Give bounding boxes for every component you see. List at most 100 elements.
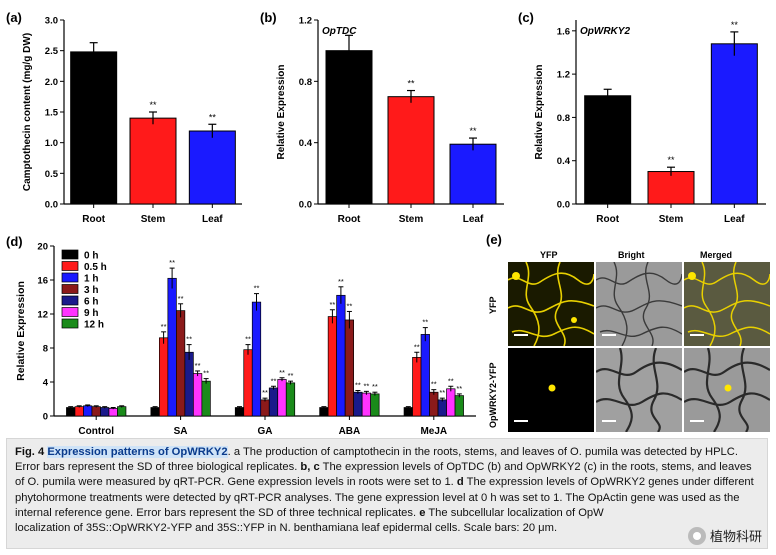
merged-cell-network	[684, 262, 770, 346]
x-tick-label: Stem	[399, 214, 424, 225]
legend-swatch	[61, 307, 79, 317]
significance-label: **	[279, 368, 285, 377]
bar-aba-1h	[336, 294, 346, 417]
micro-yfp-fluorescence	[508, 262, 594, 346]
y-tick-label: 0.0	[45, 200, 58, 211]
significance-label: **	[245, 335, 251, 344]
significance-label: **	[186, 335, 192, 344]
significance-label: **	[414, 342, 420, 351]
y-tick-label: 4	[43, 378, 49, 389]
caption-highlight-title: Expression patterns of OpWRKY2	[47, 446, 228, 458]
bar-sa-05h	[159, 337, 169, 417]
bar-meja-05h	[412, 356, 422, 417]
significance-label: **	[209, 112, 217, 122]
panel-a-chart: (a) 0.0 0.5 1.0 1.5 2.0 2.5 3.0 Camptothecin con…	[0, 0, 250, 232]
panel-label: (b)	[260, 10, 277, 25]
y-axis-label: Relative Expression	[276, 64, 287, 159]
significance-label: **	[422, 318, 428, 327]
scale-bar	[602, 420, 616, 422]
bar-meja-9h	[446, 388, 456, 417]
yfp-cell-network	[508, 262, 594, 346]
legend-swatch	[61, 261, 79, 271]
significance-label: **	[363, 381, 369, 390]
bar-ga-12h	[285, 382, 296, 417]
significance-label: **	[667, 155, 675, 165]
y-axis-label: Relative Expression	[534, 64, 545, 159]
significance-label: **	[448, 376, 454, 385]
bar-stem	[129, 117, 177, 205]
y-tick-label: 2.0	[45, 77, 58, 88]
y-axis-label: Relative Expression	[15, 281, 27, 381]
y-tick-label: 1.6	[557, 26, 570, 37]
micro-opwrky2-bright	[596, 348, 682, 432]
significance-label: **	[456, 384, 462, 393]
x-tick-label: SA	[174, 426, 188, 437]
bar-meja-6h	[437, 399, 447, 417]
y-tick-label: 3.0	[45, 16, 58, 27]
bright-cell-network	[596, 262, 682, 346]
bar-control-1h	[83, 405, 93, 417]
x-tick-label: MeJA	[420, 426, 447, 437]
x-tick-label: Root	[338, 214, 361, 225]
legend-label: 0.5 h	[84, 262, 107, 273]
panel-label: (a)	[6, 10, 22, 25]
legend-label: 6 h	[84, 297, 98, 308]
y-tick-label: 0	[43, 412, 48, 423]
y-tick-label: 1.2	[299, 16, 312, 27]
x-tick-label: ABA	[339, 426, 361, 437]
significance-label: **	[203, 369, 209, 378]
significance-label: **	[254, 284, 260, 293]
bar-stem	[387, 96, 435, 205]
wechat-icon	[687, 526, 706, 545]
significance-label: **	[169, 258, 175, 267]
y-tick-label: 1.0	[45, 138, 58, 149]
panel-c-svg: (c) OpWRKY2 0.0 0.4 0.8 1.2 1.6 Relative Expres…	[518, 10, 766, 225]
col-header-merged: Merged	[700, 250, 733, 260]
bar-ga-3h	[260, 399, 270, 417]
significance-label: **	[195, 361, 201, 370]
scale-bar	[514, 420, 528, 422]
y-tick-label: 0.0	[557, 200, 570, 211]
y-tick-label: 0.4	[557, 156, 571, 167]
x-tick-label: Leaf	[202, 214, 223, 225]
x-tick-label: Leaf	[724, 214, 745, 225]
panel-b-chart: (b) OpTDC 0.0 0.4 0.8 1.2 Relative Expression R…	[254, 0, 510, 232]
bar-meja-1h	[420, 334, 430, 417]
col-header-bright: Bright	[618, 250, 645, 260]
x-tick-label: Root	[82, 214, 105, 225]
scale-bar	[690, 420, 704, 422]
bar-leaf	[188, 130, 236, 205]
micro-yfp-bright	[596, 262, 682, 346]
significance-label: **	[731, 20, 739, 30]
bar-leaf	[710, 43, 758, 205]
bar-leaf	[449, 143, 497, 205]
x-tick-label: Stem	[659, 214, 684, 225]
bar-ga-6h	[268, 387, 279, 417]
caption-text-5: The expression levels of OpWRKY2 genes u…	[15, 476, 754, 519]
bar-control-9h	[108, 408, 118, 417]
y-tick-label: 16	[37, 276, 48, 287]
significance-label: **	[262, 388, 268, 397]
panel-b-svg: (b) OpTDC 0.0 0.4 0.8 1.2 Relative Expression R…	[260, 10, 504, 225]
y-tick-label: 1.2	[557, 70, 570, 81]
y-tick-label: 20	[37, 242, 48, 253]
nucleus-signal	[548, 384, 556, 392]
bar-aba-9h	[361, 392, 371, 417]
bar-ga-0h	[234, 407, 245, 417]
legend-label: 12 h	[84, 320, 104, 331]
panel-label: (c)	[518, 10, 534, 25]
legend-swatch	[61, 249, 79, 260]
significance-label: **	[372, 382, 378, 391]
caption-text-3: The expression levels of OpTDC (b) and O…	[15, 461, 752, 489]
bar-aba-3h	[344, 319, 354, 417]
bar-aba-05h	[327, 316, 337, 417]
significance-label: **	[469, 126, 477, 136]
scale-bar	[690, 334, 704, 336]
y-tick-label: 0.5	[45, 169, 59, 180]
bar-meja-3h	[429, 391, 439, 417]
significance-label: **	[149, 100, 157, 110]
micro-opwrky2-fluorescence	[508, 348, 594, 432]
caption-text-8: localization of 35S::OpWRKY2-YFP and 35S…	[15, 522, 558, 535]
significance-label: **	[355, 381, 361, 390]
